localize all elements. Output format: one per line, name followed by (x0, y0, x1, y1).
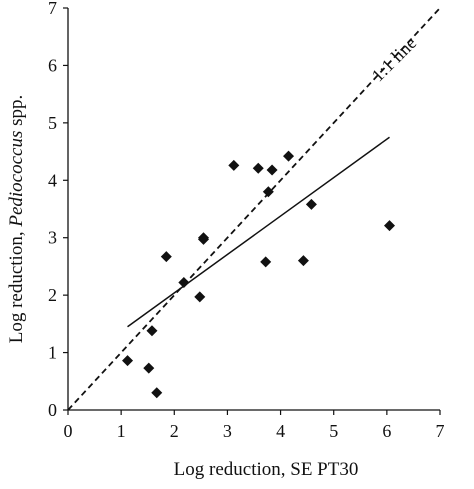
x-axis-title: Log reduction, SE PT30 (174, 459, 359, 480)
x-tick-label: 4 (276, 421, 285, 441)
data-point (283, 150, 295, 162)
y-axis-title-italic: Pediococcus (6, 131, 27, 228)
x-tick-label: 2 (170, 421, 179, 441)
x-tick-label: 7 (436, 421, 445, 441)
y-tick-label: 0 (48, 400, 57, 420)
data-point (252, 162, 264, 174)
data-point (262, 186, 274, 198)
data-points (122, 150, 396, 399)
data-point (146, 325, 158, 337)
x-tick-label: 5 (329, 421, 338, 441)
data-point (297, 255, 309, 267)
one-to-one-line-label: 1:1 line (368, 33, 421, 86)
ticks: 0 1 2 3 4 5 6 7 0 1 2 3 4 5 6 7 (48, 0, 445, 441)
data-point (384, 220, 396, 232)
data-point (305, 198, 317, 210)
data-point (260, 256, 272, 268)
y-tick-label: 7 (48, 0, 57, 18)
y-tick-label: 1 (48, 343, 57, 363)
data-point (228, 159, 240, 171)
data-point (178, 277, 190, 289)
y-axis-title-suffix: spp. (6, 95, 27, 131)
y-tick-label: 3 (48, 228, 57, 248)
data-point (143, 362, 155, 374)
y-axis-title-prefix: Log reduction, (6, 227, 27, 344)
x-tick-label: 3 (223, 421, 232, 441)
y-tick-label: 2 (48, 285, 57, 305)
regression-line (127, 136, 390, 328)
x-tick-label: 0 (64, 421, 73, 441)
y-tick-label: 6 (48, 55, 57, 75)
x-tick-label: 6 (382, 421, 391, 441)
data-point (160, 251, 172, 263)
y-tick-label: 5 (48, 113, 57, 133)
y-tick-label: 4 (48, 170, 57, 190)
data-point (194, 291, 206, 303)
data-point (266, 164, 278, 176)
data-point (151, 387, 163, 399)
y-axis-title: Log reduction, Pediococcus spp. (6, 95, 27, 344)
x-tick-label: 1 (117, 421, 126, 441)
trend-lines (67, 7, 441, 411)
one-to-one-line (67, 7, 441, 411)
axes (67, 8, 440, 411)
data-point (198, 233, 210, 245)
data-point (122, 355, 134, 367)
